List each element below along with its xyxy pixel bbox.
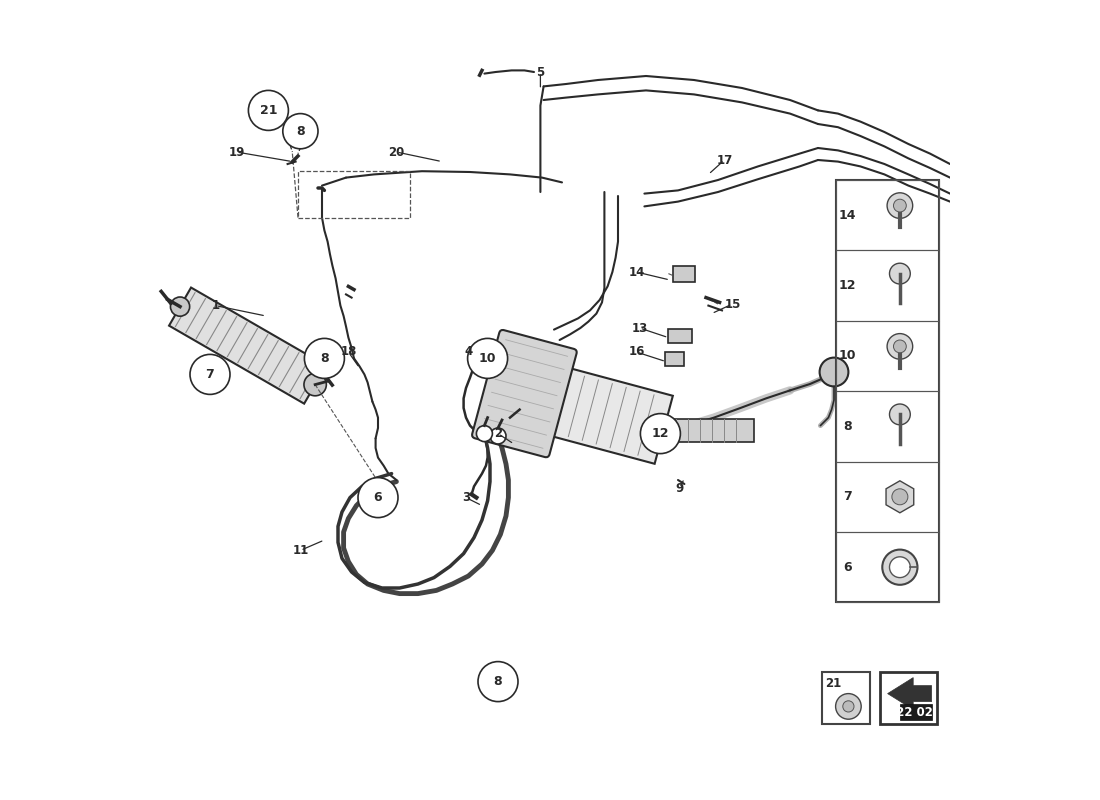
Circle shape [283,114,318,149]
Text: 7: 7 [844,490,852,503]
Text: 3: 3 [462,491,470,504]
Circle shape [170,297,189,316]
Polygon shape [169,287,326,404]
Text: 16: 16 [628,346,645,358]
Circle shape [843,701,854,712]
Circle shape [836,694,861,719]
Text: 15: 15 [724,298,740,310]
Text: 4: 4 [464,346,473,358]
Text: 21: 21 [260,104,277,117]
Text: 21: 21 [825,677,842,690]
Circle shape [468,338,507,378]
Text: 5: 5 [537,66,544,78]
Circle shape [882,550,917,585]
Circle shape [893,340,906,353]
Bar [836,532,938,602]
FancyBboxPatch shape [472,330,576,458]
Text: 2: 2 [494,427,502,440]
Text: 8: 8 [320,352,329,365]
Circle shape [890,404,911,425]
Circle shape [887,334,913,359]
Circle shape [820,358,848,386]
Text: 18: 18 [340,346,356,358]
Text: 422 02: 422 02 [888,706,933,718]
Text: 12: 12 [839,279,856,292]
Text: 8: 8 [844,420,851,433]
Text: 17: 17 [716,154,733,166]
Circle shape [890,557,911,578]
Circle shape [304,374,327,396]
Polygon shape [888,678,932,710]
Text: 6: 6 [844,561,851,574]
Circle shape [893,199,906,212]
Text: 7: 7 [206,368,214,381]
Bar [836,321,938,391]
FancyBboxPatch shape [668,329,692,343]
Text: 14: 14 [839,209,856,222]
Circle shape [305,338,344,378]
Text: 8: 8 [494,675,503,688]
Text: 10: 10 [839,350,856,362]
Text: 19: 19 [228,146,244,158]
Bar [836,391,938,462]
Circle shape [892,489,907,505]
Circle shape [490,428,506,444]
Circle shape [890,263,911,284]
Circle shape [249,90,288,130]
Circle shape [478,662,518,702]
Text: 13: 13 [631,322,648,334]
Text: 12: 12 [651,427,669,440]
Circle shape [640,414,681,454]
Bar [836,180,938,250]
FancyBboxPatch shape [673,266,695,282]
Bar [836,462,938,532]
Text: 11: 11 [293,544,308,557]
FancyBboxPatch shape [662,419,754,442]
Bar [822,672,870,724]
Circle shape [358,478,398,518]
Bar [836,180,938,602]
Text: 10: 10 [478,352,496,365]
Polygon shape [886,481,914,513]
Text: 6: 6 [374,491,383,504]
Text: 20: 20 [388,146,405,158]
Bar [900,704,932,720]
Text: 8: 8 [296,125,305,138]
Bar [836,250,938,321]
FancyBboxPatch shape [504,355,673,464]
Text: 14: 14 [628,266,645,278]
Circle shape [887,193,913,218]
Text: 9: 9 [675,482,684,494]
Circle shape [190,354,230,394]
Text: 1: 1 [211,299,220,312]
Bar [298,171,410,218]
Bar [880,672,937,724]
FancyBboxPatch shape [666,352,684,366]
Circle shape [476,426,493,442]
